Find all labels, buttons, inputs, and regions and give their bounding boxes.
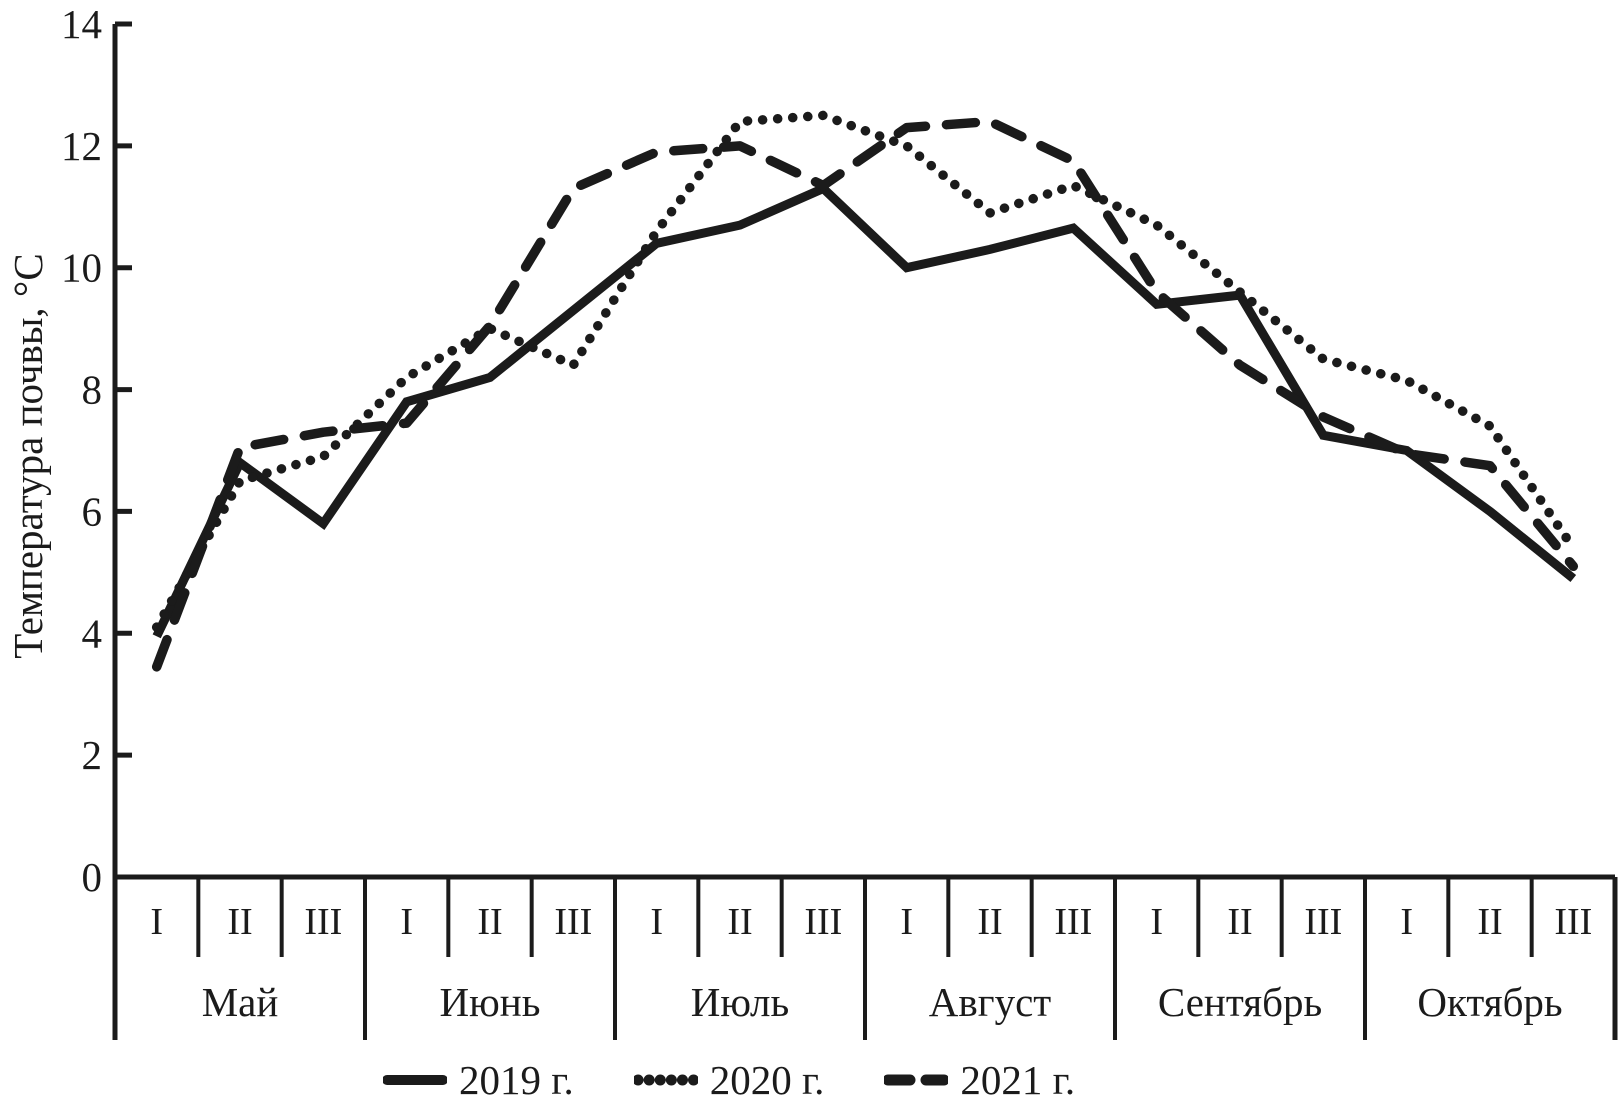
decade-label: II	[1227, 901, 1252, 943]
month-label: Май	[202, 979, 279, 1025]
decade-label: III	[1054, 901, 1092, 943]
decade-label: I	[900, 901, 913, 943]
y-tick-label-10: 10	[61, 245, 102, 291]
y-tick-label-14: 14	[61, 1, 102, 47]
decade-label: II	[1477, 901, 1502, 943]
y-tick-label-4: 4	[82, 610, 103, 656]
legend-item-2019: 2019 г.	[383, 1056, 574, 1104]
decade-label: II	[477, 901, 502, 943]
decade-label: III	[1554, 901, 1592, 943]
month-label: Октябрь	[1417, 979, 1562, 1025]
series-line-2020	[151, 110, 1579, 632]
dotted-line-sample-icon	[633, 1074, 698, 1086]
dashed-line-sample-icon	[884, 1074, 949, 1086]
y-tick-label-12: 12	[61, 123, 102, 169]
decade-label: I	[400, 901, 413, 943]
legend-item-2021: 2021 г.	[884, 1056, 1075, 1104]
y-tick-label-8: 8	[82, 367, 103, 413]
decade-label: I	[1150, 901, 1163, 943]
decade-label: II	[727, 901, 752, 943]
month-label: Июль	[691, 979, 789, 1025]
month-label: Сентябрь	[1158, 979, 1322, 1025]
solid-line-sample-icon	[383, 1075, 447, 1085]
legend: 2019 г. 2020 г. 2021 г.	[383, 1056, 1075, 1104]
decade-label: I	[1400, 901, 1413, 943]
decade-label: II	[977, 901, 1002, 943]
legend-label: 2021 г.	[960, 1057, 1076, 1103]
decade-label: I	[150, 901, 163, 943]
y-tick-label-6: 6	[82, 488, 103, 534]
series-line-2019	[152, 183, 1577, 639]
decade-label: III	[554, 901, 592, 943]
month-label: Июнь	[440, 979, 541, 1025]
y-tick-label-2: 2	[82, 732, 103, 778]
decade-label: III	[304, 901, 342, 943]
y-tick-label-0: 0	[82, 854, 103, 900]
decade-label: III	[1304, 901, 1342, 943]
legend-label: 2020 г.	[709, 1057, 825, 1103]
series-line-2021	[151, 116, 1579, 672]
y-axis-title: Температура почвы, °С	[5, 253, 51, 659]
decade-label: I	[650, 901, 663, 943]
legend-item-2020: 2020 г.	[633, 1056, 825, 1104]
legend-label: 2019 г.	[459, 1057, 574, 1103]
decade-label: II	[227, 901, 252, 943]
decade-label: III	[804, 901, 842, 943]
month-label: Август	[929, 979, 1051, 1025]
